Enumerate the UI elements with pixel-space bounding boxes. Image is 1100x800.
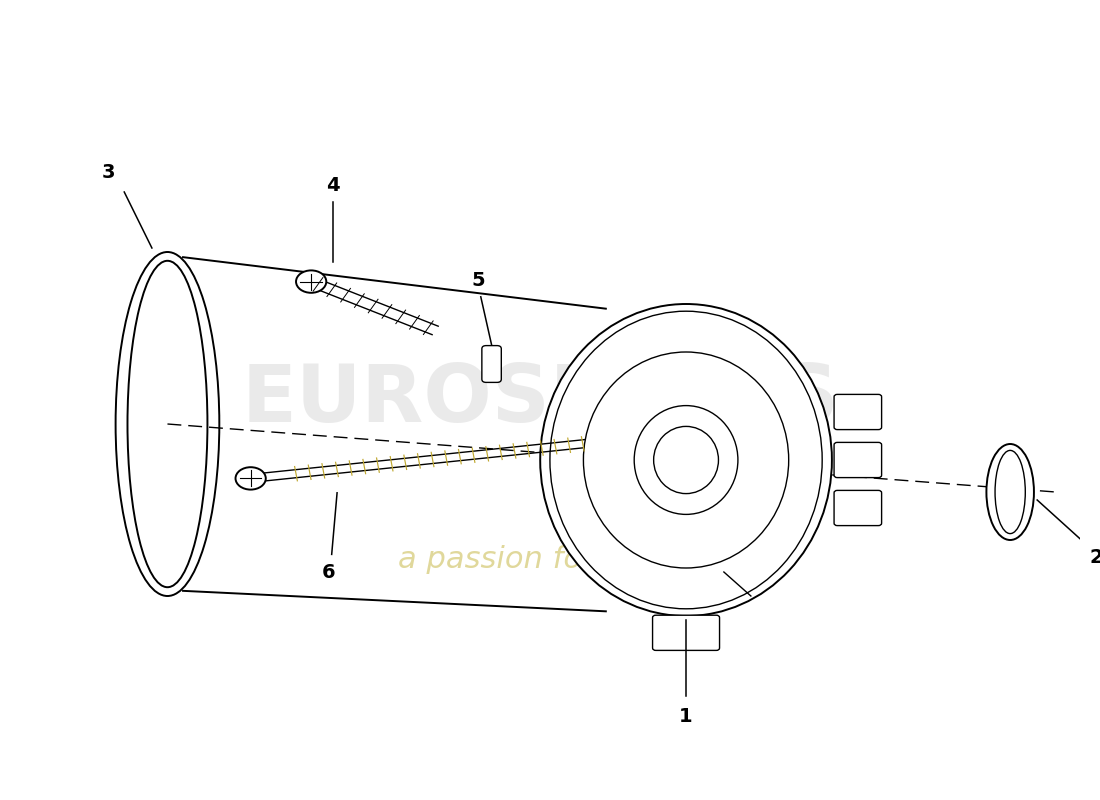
- Text: EUROSPARES: EUROSPARES: [241, 361, 839, 439]
- Text: 3: 3: [101, 162, 114, 182]
- Ellipse shape: [635, 406, 738, 514]
- Ellipse shape: [653, 426, 718, 494]
- Text: 6: 6: [321, 563, 336, 582]
- FancyBboxPatch shape: [834, 394, 881, 430]
- Ellipse shape: [583, 352, 789, 568]
- FancyBboxPatch shape: [834, 490, 881, 526]
- Text: a passion for parts: a passion for parts: [398, 546, 683, 574]
- Text: 4: 4: [326, 176, 340, 195]
- Ellipse shape: [540, 304, 832, 616]
- Text: 5: 5: [472, 271, 485, 290]
- FancyBboxPatch shape: [652, 615, 719, 650]
- Circle shape: [296, 270, 327, 293]
- Text: 1: 1: [679, 706, 693, 726]
- Circle shape: [673, 373, 698, 392]
- Circle shape: [235, 467, 266, 490]
- FancyBboxPatch shape: [482, 346, 502, 382]
- Ellipse shape: [987, 444, 1034, 540]
- Text: 2: 2: [1090, 548, 1100, 567]
- FancyBboxPatch shape: [834, 442, 881, 478]
